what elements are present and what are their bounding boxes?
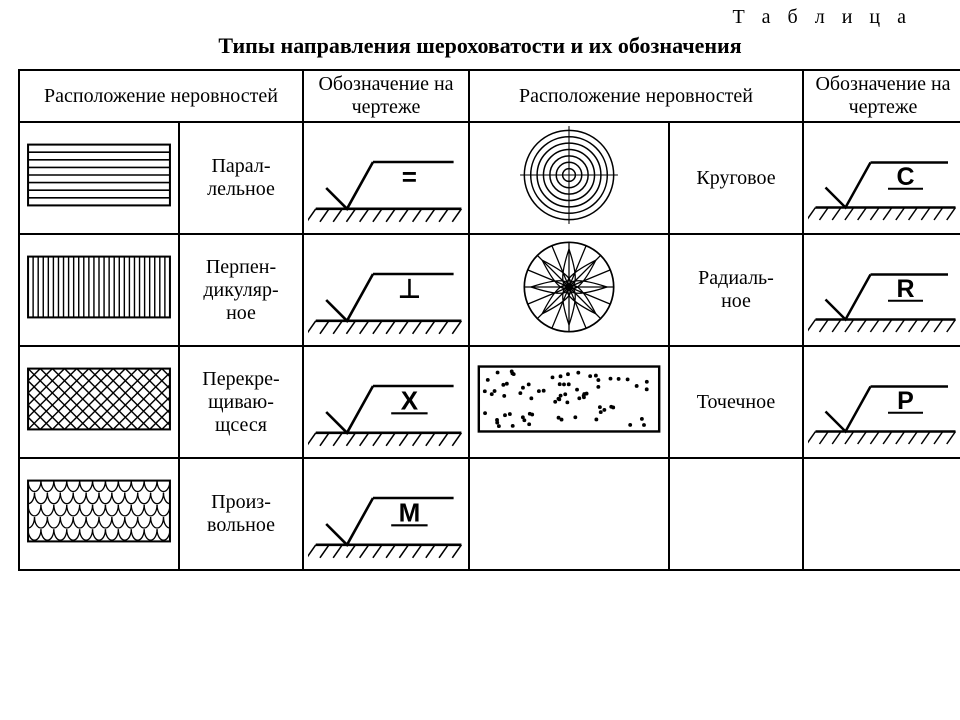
- left-label: Перекре-щиваю-щсеся: [179, 346, 303, 458]
- right-label: Точечное: [669, 346, 803, 458]
- table-row: Перпен-дикуляр-ное ⊥ Радиаль-ное R: [19, 234, 960, 346]
- left-swatch: [19, 346, 179, 458]
- svg-text:=: =: [402, 161, 417, 191]
- hdr-right-symbol: Обозначение на чертеже: [803, 70, 960, 122]
- left-symbol: =: [303, 122, 469, 234]
- left-label: Произ-вольное: [179, 458, 303, 570]
- right-symbol: [803, 458, 960, 570]
- left-label-text: Перпен-дикуляр-ное: [184, 256, 298, 325]
- table-row: Парал-лельное = Круговое C: [19, 122, 960, 234]
- left-label-text: Перекре-щиваю-щсеся: [184, 368, 298, 437]
- hdr-left-location: Расположение неровностей: [19, 70, 303, 122]
- right-label: Круговое: [669, 122, 803, 234]
- table-row: Произ-вольное M: [19, 458, 960, 570]
- left-symbol: ⊥: [303, 234, 469, 346]
- hdr-right-location: Расположение неровностей: [469, 70, 803, 122]
- svg-text:⊥: ⊥: [398, 273, 421, 303]
- right-label-text: Круговое: [674, 167, 798, 190]
- right-symbol: C: [803, 122, 960, 234]
- svg-text:C: C: [896, 163, 914, 191]
- right-label: Радиаль-ное: [669, 234, 803, 346]
- svg-text:P: P: [897, 387, 914, 415]
- svg-text:M: M: [399, 497, 421, 527]
- right-label-text: Точечное: [674, 391, 798, 414]
- left-label: Перпен-дикуляр-ное: [179, 234, 303, 346]
- right-label-text: Радиаль-ное: [674, 267, 798, 313]
- left-swatch: [19, 458, 179, 570]
- right-symbol: R: [803, 234, 960, 346]
- left-label-text: Произ-вольное: [184, 491, 298, 537]
- header-row: Расположение неровностей Обозначение на …: [19, 70, 960, 122]
- right-label: [669, 458, 803, 570]
- right-symbol: P: [803, 346, 960, 458]
- svg-text:R: R: [896, 275, 914, 303]
- left-symbol: M: [303, 458, 469, 570]
- left-swatch: [19, 234, 179, 346]
- left-swatch: [19, 122, 179, 234]
- right-swatch: [469, 346, 669, 458]
- left-label: Парал-лельное: [179, 122, 303, 234]
- roughness-table: Расположение неровностей Обозначение на …: [18, 69, 960, 571]
- right-swatch: [469, 234, 669, 346]
- table-row: Перекре-щиваю-щсеся X Точечное P: [19, 346, 960, 458]
- hdr-left-symbol: Обозначение на чертеже: [303, 70, 469, 122]
- table-title: Типы направления шероховатости и их обоз…: [18, 33, 942, 59]
- left-symbol: X: [303, 346, 469, 458]
- left-label-text: Парал-лельное: [184, 155, 298, 201]
- right-swatch: [469, 458, 669, 570]
- svg-text:X: X: [401, 385, 419, 415]
- table-corner-label: Т а б л и ц а: [18, 6, 942, 29]
- right-swatch: [469, 122, 669, 234]
